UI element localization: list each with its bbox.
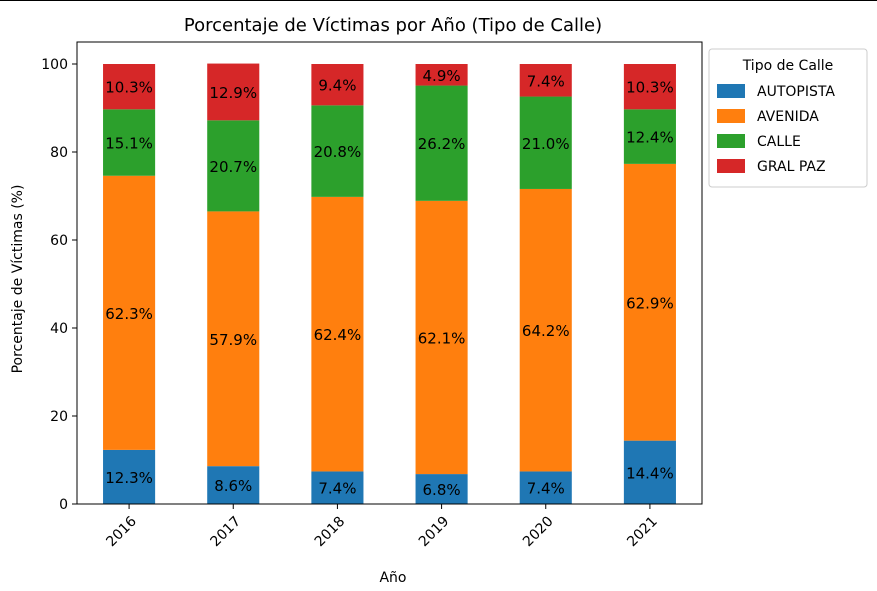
bar-label-autopista-2019: 6.8%	[423, 481, 461, 499]
bar-label-calle-2019: 26.2%	[418, 135, 466, 153]
bar-gral-paz-2016	[103, 64, 156, 110]
bar-label-autopista-2017: 8.6%	[214, 477, 252, 495]
bar-label-avenida-2020: 64.2%	[522, 322, 570, 340]
legend-label-avenida: AVENIDA	[757, 109, 819, 125]
bar-label-gral-paz-2020: 7.4%	[527, 72, 565, 90]
bar-gral-paz-2018	[311, 64, 364, 106]
plot-frame	[76, 41, 703, 505]
bar-label-avenida-2019: 62.1%	[418, 329, 466, 347]
bar-avenida-2021	[623, 163, 676, 441]
x-tick-label: 2017	[208, 514, 245, 551]
bar-calle-2019	[415, 85, 468, 201]
legend-label-calle: CALLE	[757, 134, 801, 150]
bar-label-calle-2017: 20.7%	[209, 158, 257, 176]
y-axis-label: Porcentaje de Víctimas (%)	[10, 185, 26, 374]
bar-avenida-2020	[519, 188, 572, 472]
bar-label-avenida-2021: 62.9%	[626, 294, 674, 312]
bar-autopista-2021	[623, 440, 676, 504]
bar-autopista-2016	[103, 449, 156, 504]
bar-label-calle-2016: 15.1%	[105, 135, 153, 153]
legend-swatch-autopista	[717, 84, 745, 98]
bar-autopista-2020	[519, 471, 572, 504]
bars-group	[103, 63, 676, 504]
bar-label-calle-2018: 20.8%	[314, 143, 362, 161]
legend-swatch-gral-paz	[717, 159, 745, 173]
bar-label-calle-2021: 12.4%	[626, 129, 674, 147]
bar-gral-paz-2021	[623, 64, 676, 110]
bar-label-calle-2020: 21.0%	[522, 135, 570, 153]
y-tick-label: 80	[50, 145, 68, 161]
bar-calle-2021	[623, 109, 676, 164]
bar-gral-paz-2019	[415, 64, 468, 86]
bar-autopista-2017	[207, 466, 260, 504]
legend-box	[708, 48, 868, 188]
x-axis-label: Año	[379, 570, 406, 586]
y-tick-label: 60	[50, 233, 68, 249]
bar-label-gral-paz-2019: 4.9%	[423, 67, 461, 85]
x-tick-label: 2018	[312, 514, 349, 551]
bar-label-avenida-2018: 62.4%	[314, 326, 362, 344]
bar-label-gral-paz-2016: 10.3%	[105, 79, 153, 97]
legend-label-gral-paz: GRAL PAZ	[757, 159, 826, 175]
bar-label-gral-paz-2018: 9.4%	[318, 77, 356, 95]
bar-label-gral-paz-2017: 12.9%	[209, 84, 257, 102]
y-tick-label: 100	[41, 57, 68, 73]
top-border-line	[0, 0, 877, 1]
bar-avenida-2018	[311, 196, 364, 472]
bar-label-autopista-2018: 7.4%	[318, 480, 356, 498]
bar-calle-2017	[207, 120, 260, 212]
chart-title: Porcentaje de Víctimas por Año (Tipo de …	[184, 15, 602, 36]
legend-swatch-avenida	[717, 109, 745, 123]
bar-label-autopista-2016: 12.3%	[105, 469, 153, 487]
legend-swatch-calle	[717, 134, 745, 148]
bar-label-avenida-2016: 62.3%	[105, 305, 153, 323]
legend-title: Tipo de Calle	[742, 58, 834, 74]
x-tick-label: 2016	[103, 513, 140, 550]
bar-avenida-2016	[103, 175, 156, 450]
bar-calle-2018	[311, 105, 364, 197]
bar-calle-2020	[519, 96, 572, 189]
bar-gral-paz-2020	[519, 64, 572, 97]
bar-autopista-2018	[311, 471, 364, 504]
bar-autopista-2019	[415, 474, 468, 504]
bar-label-autopista-2020: 7.4%	[527, 480, 565, 498]
y-tick-label: 20	[50, 409, 68, 425]
bar-label-gral-paz-2021: 10.3%	[626, 79, 674, 97]
bar-calle-2016	[103, 109, 156, 176]
bar-labels-group: 12.3% 62.3% 15.1% 10.3% 8.6% 57.9% 20.7% 12.9% 7…	[105, 67, 673, 499]
bar-gral-paz-2017	[207, 63, 260, 121]
bar-avenida-2019	[415, 200, 468, 475]
y-tick-label: 0	[59, 497, 68, 513]
bar-label-avenida-2017: 57.9%	[209, 331, 257, 349]
x-tick-label: 2019	[416, 514, 453, 551]
y-tick-label: 40	[50, 321, 68, 337]
legend-label-autopista: AUTOPISTA	[757, 84, 835, 100]
bar-avenida-2017	[207, 211, 260, 467]
bar-label-autopista-2021: 14.4%	[626, 464, 674, 482]
x-tick-label: 2020	[520, 514, 557, 551]
legend: Tipo de Calle AUTOPISTA AVENIDA CALLE GRAL P…	[708, 48, 868, 188]
x-tick-label: 2021	[624, 514, 661, 551]
